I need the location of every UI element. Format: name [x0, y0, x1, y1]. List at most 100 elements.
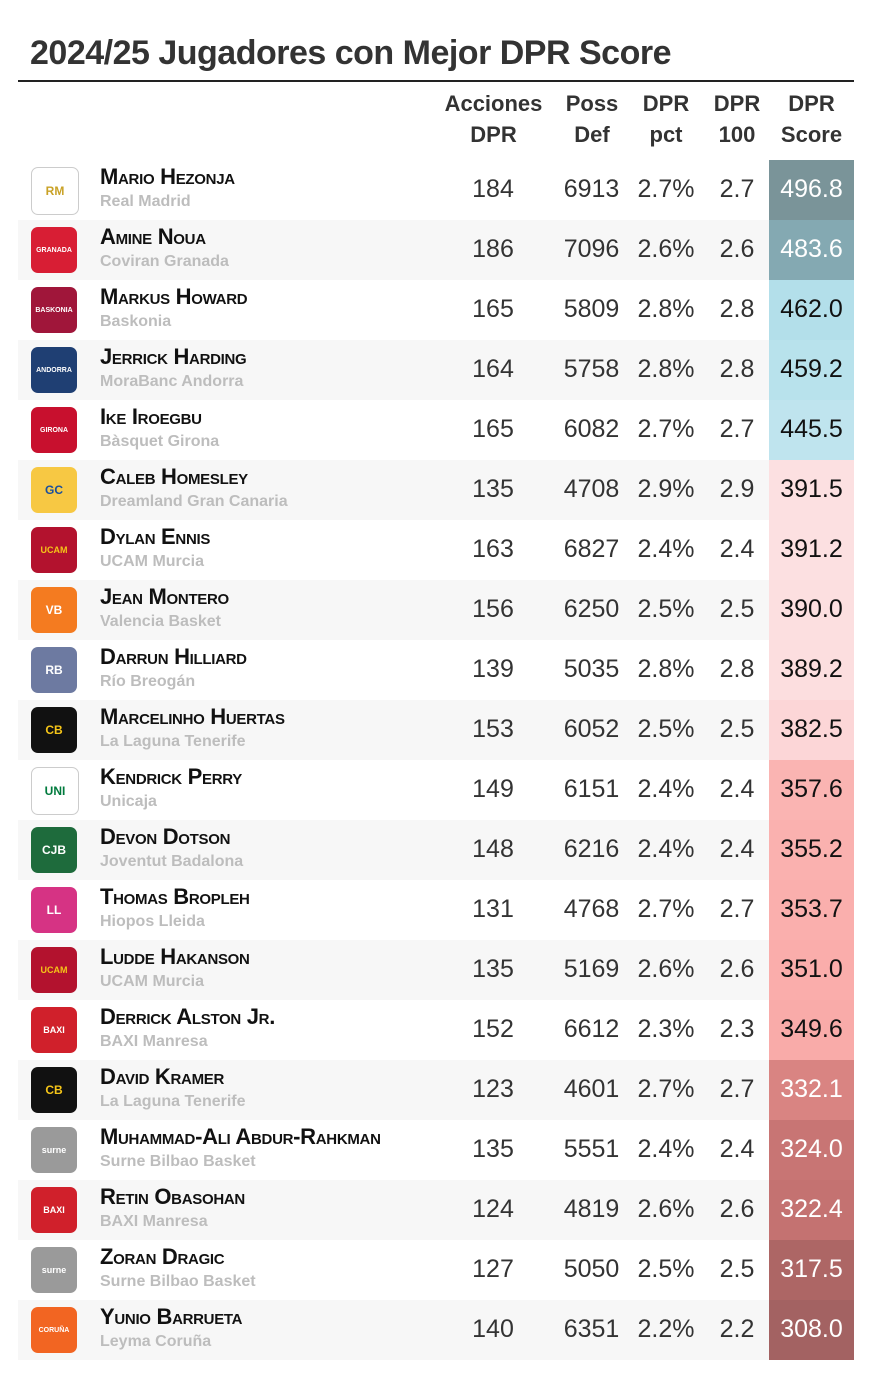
poss-def-value: 5035: [563, 655, 620, 683]
table-row: BAXI Retin Obasohan BAXI Manresa 124 4819 2.6…: [18, 1180, 854, 1240]
team-logo-icon: RM: [31, 167, 79, 215]
acciones-dpr-value: 156: [472, 595, 514, 623]
team-logo-text: CORUÑA: [38, 1326, 70, 1334]
team-logo-icon: RB: [31, 647, 77, 693]
poss-def-value: 6082: [563, 415, 620, 443]
acciones-dpr-value: 165: [472, 295, 514, 323]
team-logo-icon: surne: [31, 1247, 77, 1293]
player-name: Jean Montero: [100, 584, 229, 609]
dpr-pct-value: 2.9%: [637, 475, 695, 503]
team-name: MoraBanc Andorra: [100, 373, 244, 390]
team-logo-text: LL: [46, 902, 62, 917]
dpr-pct-value: 2.7%: [637, 895, 695, 923]
team-logo-text: CB: [45, 1082, 63, 1097]
dpr-score-value: 462.0: [769, 280, 854, 340]
header-dpr-pct: DPR pct: [632, 88, 700, 154]
acciones-dpr-value: 139: [472, 655, 514, 683]
acciones-dpr-value: 140: [472, 1315, 514, 1343]
team-logo-icon: ANDORRA: [31, 347, 77, 393]
acciones-dpr-value: 123: [472, 1075, 514, 1103]
header-line: DPR: [713, 91, 761, 116]
poss-def-value: 4768: [563, 895, 620, 923]
player-name: Darrun Hilliard: [100, 644, 247, 669]
table-row: GRANADA Amine Noua Coviran Granada 186 7096 2…: [18, 220, 854, 280]
team-name: La Laguna Tenerife: [100, 1093, 246, 1110]
dpr-100-value: 2.7: [719, 1075, 755, 1103]
dpr-score-value: 351.0: [769, 940, 854, 1000]
player-name: Markus Howard: [100, 284, 248, 309]
team-logo-icon: GC: [31, 467, 77, 513]
team-logo-icon: UCAM: [31, 527, 77, 573]
table-row: GIRONA Ike Iroegbu Bàsquet Girona 165 6082 2.…: [18, 400, 854, 460]
poss-def-value: 4708: [563, 475, 620, 503]
dpr-100-value: 2.7: [719, 895, 755, 923]
team-logo-text: GIRONA: [40, 426, 68, 434]
acciones-dpr-value: 148: [472, 835, 514, 863]
player-name: Ike Iroegbu: [100, 404, 202, 429]
team-logo-text: UCAM: [40, 964, 68, 975]
team-logo-text: BAXI: [43, 1204, 65, 1215]
team-name: BAXI Manresa: [100, 1213, 208, 1230]
team-logo-text: surne: [41, 1264, 67, 1275]
acciones-dpr-value: 135: [472, 1135, 514, 1163]
dpr-100-value: 2.5: [719, 715, 755, 743]
title-divider: [18, 80, 854, 82]
player-name: Zoran Dragic: [100, 1244, 225, 1269]
player-name: Ludde Hakanson: [100, 944, 250, 969]
acciones-dpr-value: 163: [472, 535, 514, 563]
dpr-pct-value: 2.8%: [637, 295, 695, 323]
dpr-100-value: 2.4: [719, 1135, 755, 1163]
header-line: Def: [574, 122, 610, 147]
dpr-score-value: 324.0: [769, 1120, 854, 1180]
dpr-score-value: 459.2: [769, 340, 854, 400]
dpr-score-value: 349.6: [769, 1000, 854, 1060]
dpr-100-value: 2.8: [719, 295, 755, 323]
team-name: Surne Bilbao Basket: [100, 1153, 256, 1170]
dpr-pct-value: 2.5%: [637, 715, 695, 743]
table-row: VB Jean Montero Valencia Basket 156 6250 2.5%…: [18, 580, 854, 640]
dpr-pct-value: 2.4%: [637, 775, 695, 803]
poss-def-value: 6351: [563, 1315, 620, 1343]
team-logo-icon: VB: [31, 587, 77, 633]
table-row: GC Caleb Homesley Dreamland Gran Canaria 13…: [18, 460, 854, 520]
dpr-pct-value: 2.6%: [637, 1195, 695, 1223]
dpr-100-value: 2.3: [719, 1015, 755, 1043]
poss-def-value: 5809: [563, 295, 620, 323]
dpr-score-value: 322.4: [769, 1180, 854, 1240]
team-name: Surne Bilbao Basket: [100, 1273, 256, 1290]
team-name: BAXI Manresa: [100, 1033, 208, 1050]
dpr-score-value: 390.0: [769, 580, 854, 640]
player-name: Kendrick Perry: [100, 764, 242, 789]
header-line: Score: [780, 122, 843, 147]
table-row: UCAM Ludde Hakanson UCAM Murcia 135 5169 2.6%…: [18, 940, 854, 1000]
dpr-100-value: 2.4: [719, 535, 755, 563]
player-name: Derrick Alston Jr.: [100, 1004, 276, 1029]
team-name: Hiopos Lleida: [100, 913, 205, 930]
header-dpr-100: DPR 100: [706, 88, 768, 154]
team-logo-icon: LL: [31, 887, 77, 933]
player-name: David Kramer: [100, 1064, 225, 1089]
header-line: Acciones: [444, 91, 543, 116]
poss-def-value: 7096: [563, 235, 620, 263]
table-row: surne Muhammad-Ali Abdur-Rahkman Surne Bil…: [18, 1120, 854, 1180]
team-logo-icon: BAXI: [31, 1187, 77, 1233]
team-logo-icon: CORUÑA: [31, 1307, 77, 1353]
team-name: UCAM Murcia: [100, 553, 205, 570]
team-logo-icon: UCAM: [31, 947, 77, 993]
team-logo-icon: surne: [31, 1127, 77, 1173]
team-logo-text: BAXI: [43, 1024, 65, 1035]
poss-def-value: 6913: [563, 175, 620, 203]
team-logo-icon: BASKONIA: [31, 287, 77, 333]
dpr-pct-value: 2.8%: [637, 355, 695, 383]
player-name: Devon Dotson: [100, 824, 231, 849]
acciones-dpr-value: 165: [472, 415, 514, 443]
acciones-dpr-value: 135: [472, 955, 514, 983]
dpr-score-value: 391.2: [769, 520, 854, 580]
header-acciones-dpr: Acciones DPR: [436, 88, 551, 154]
acciones-dpr-value: 186: [472, 235, 514, 263]
team-name: Dreamland Gran Canaria: [100, 493, 288, 510]
poss-def-value: 4819: [563, 1195, 620, 1223]
table-row: CORUÑA Yunio Barrueta Leyma Coruña 140 6351 2…: [18, 1300, 854, 1360]
poss-def-value: 6827: [563, 535, 620, 563]
dpr-100-value: 2.4: [719, 775, 755, 803]
